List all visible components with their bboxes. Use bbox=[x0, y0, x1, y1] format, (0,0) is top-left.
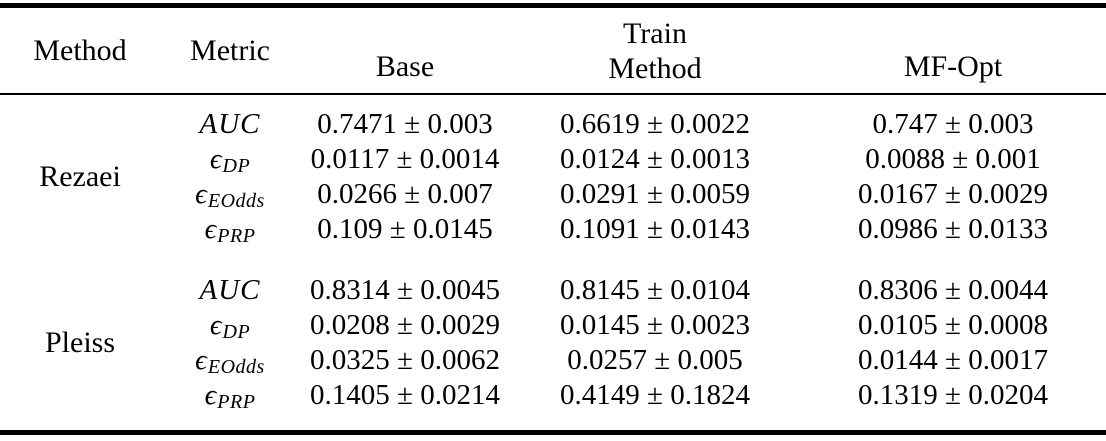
col-header-method: Method bbox=[33, 33, 127, 67]
metric-label: ϵ EOdds bbox=[160, 343, 300, 378]
table-header-row: Method Metric Base Train Method MF-Opt bbox=[0, 8, 1106, 93]
train-method-value: 0.4149 ± 0.1824 bbox=[560, 379, 750, 411]
table-top-rule bbox=[0, 3, 1106, 8]
train-method-value: 0.1091 ± 0.0143 bbox=[560, 213, 750, 245]
metric-symbol: AUC bbox=[199, 274, 261, 306]
base-value: 0.1405 ± 0.0214 bbox=[310, 379, 500, 411]
mf-opt-value: 0.0105 ± 0.0008 bbox=[858, 309, 1048, 341]
train-method-value: 0.0145 ± 0.0023 bbox=[560, 309, 750, 341]
method-group-label: Pleiss bbox=[44, 326, 116, 359]
method-group-pleiss: Pleiss AUC 0.8314 ± 0.0045 0.8145 ± 0.01… bbox=[0, 255, 1106, 421]
base-value: 0.109 ± 0.0145 bbox=[317, 213, 493, 245]
metric-subscript: PRP bbox=[217, 225, 256, 247]
metric-symbol: ϵ bbox=[195, 344, 208, 376]
metric-subscript: PRP bbox=[217, 391, 256, 413]
train-method-value: 0.0124 ± 0.0013 bbox=[560, 143, 750, 175]
base-value: 0.0325 ± 0.0062 bbox=[310, 344, 500, 376]
mf-opt-value: 0.8306 ± 0.0044 bbox=[858, 274, 1048, 306]
col-header-train-line2: Method bbox=[608, 51, 702, 85]
mf-opt-value: 0.0144 ± 0.0017 bbox=[858, 344, 1048, 376]
metric-symbol: AUC bbox=[199, 108, 261, 140]
metric-subscript: EOdds bbox=[207, 190, 265, 212]
table-header-rule bbox=[0, 93, 1106, 95]
metric-symbol: ϵ bbox=[195, 178, 208, 210]
col-header-train-line1: Train bbox=[623, 16, 687, 50]
train-method-value: 0.0257 ± 0.005 bbox=[567, 344, 743, 376]
train-method-value: 0.6619 ± 0.0022 bbox=[560, 108, 750, 140]
table-body: Rezaei AUC 0.7471 ± 0.003 0.6619 ± 0.002… bbox=[0, 95, 1106, 421]
metric-symbol: ϵ bbox=[209, 309, 223, 341]
col-header-base: Base bbox=[375, 50, 435, 83]
mf-opt-value: 0.0088 ± 0.001 bbox=[865, 143, 1041, 175]
metric-symbol: ϵ bbox=[204, 379, 218, 411]
metric-subscript: DP bbox=[222, 155, 251, 177]
base-value: 0.7471 ± 0.003 bbox=[317, 108, 493, 140]
col-header-train-method: Train Method bbox=[510, 8, 800, 93]
metric-label: ϵ DP bbox=[160, 142, 300, 177]
metric-label: ϵ PRP bbox=[160, 212, 300, 247]
col-header-mf-opt: MF-Opt bbox=[903, 50, 1003, 83]
base-value: 0.0266 ± 0.007 bbox=[317, 178, 493, 210]
metric-label: ϵ EOdds bbox=[160, 177, 300, 212]
metric-subscript: DP bbox=[222, 321, 251, 343]
mf-opt-value: 0.0167 ± 0.0029 bbox=[858, 178, 1048, 210]
base-value: 0.0117 ± 0.0014 bbox=[310, 143, 500, 175]
mf-opt-value: 0.1319 ± 0.0204 bbox=[858, 379, 1048, 411]
metric-label: AUC bbox=[160, 107, 300, 142]
metric-symbol: ϵ bbox=[209, 143, 223, 175]
method-group-rezaei: Rezaei AUC 0.7471 ± 0.003 0.6619 ± 0.002… bbox=[0, 95, 1106, 255]
table-bottom-rule bbox=[0, 430, 1106, 435]
col-header-metric: Metric bbox=[190, 33, 270, 67]
train-method-value: 0.0291 ± 0.0059 bbox=[560, 178, 750, 210]
base-value: 0.8314 ± 0.0045 bbox=[310, 274, 500, 306]
metric-symbol: ϵ bbox=[204, 213, 218, 245]
mf-opt-value: 0.0986 ± 0.0133 bbox=[858, 213, 1048, 245]
metric-label: AUC bbox=[160, 273, 300, 308]
metric-label: ϵ PRP bbox=[160, 378, 300, 413]
metric-label: ϵ DP bbox=[160, 308, 300, 343]
base-value: 0.0208 ± 0.0029 bbox=[310, 309, 500, 341]
train-method-value: 0.8145 ± 0.0104 bbox=[560, 274, 750, 306]
metric-subscript: EOdds bbox=[207, 356, 265, 378]
mf-opt-value: 0.747 ± 0.003 bbox=[872, 108, 1034, 140]
method-group-label: Rezaei bbox=[39, 160, 121, 193]
